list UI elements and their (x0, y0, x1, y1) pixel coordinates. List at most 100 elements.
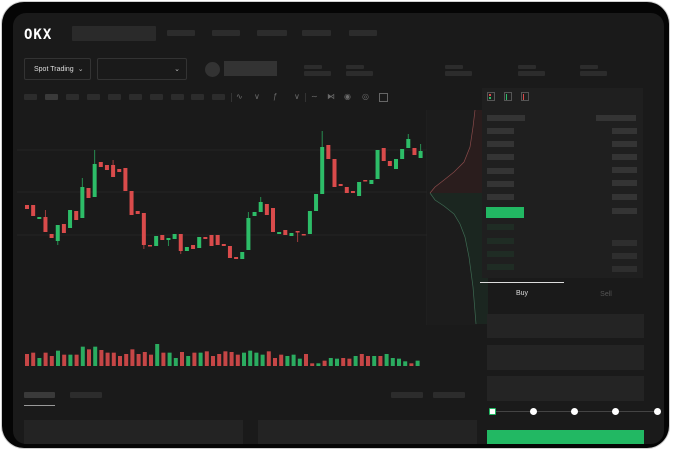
stat-value (346, 71, 373, 76)
amount-input[interactable] (487, 345, 644, 370)
candlestick-chart[interactable] (13, 13, 488, 366)
ask-amount (612, 154, 637, 160)
interval-button[interactable] (171, 94, 184, 100)
camera-icon[interactable]: ◉ (344, 92, 351, 101)
candle (344, 187, 349, 193)
orderbook-both-icon[interactable] (487, 92, 495, 101)
bottom-action[interactable] (433, 392, 465, 398)
volume-bar (378, 356, 383, 366)
interval-button-active[interactable] (45, 94, 58, 100)
search-input[interactable] (72, 26, 156, 41)
candle (172, 234, 177, 239)
pair-select-dropdown[interactable]: ⌄ (97, 58, 187, 80)
interval-button[interactable] (24, 94, 37, 100)
volume-bar (111, 352, 116, 366)
slider-stop[interactable] (653, 408, 661, 415)
last-price (486, 207, 524, 218)
candle (148, 245, 152, 247)
candle-body (154, 236, 159, 246)
chevron-down-icon[interactable]: ∨ (294, 92, 300, 101)
interval-button[interactable] (129, 94, 142, 100)
interval-button[interactable] (87, 94, 100, 100)
ask-amount (612, 128, 637, 134)
slider-stop[interactable] (571, 408, 578, 415)
tab-sell[interactable]: Sell (600, 291, 612, 298)
fx-icon[interactable]: ƒ (273, 92, 278, 101)
interval-button[interactable] (191, 94, 204, 100)
volume-bar (359, 354, 364, 366)
buy-button[interactable] (487, 430, 644, 444)
nav-item[interactable] (349, 30, 377, 36)
volume-bar (211, 356, 215, 366)
stat-label (346, 65, 364, 69)
stat-label (304, 65, 322, 69)
candle-body (418, 151, 423, 158)
indicator-icon[interactable]: ∨ (254, 92, 260, 101)
active-tab-underline (480, 282, 564, 283)
nav-item[interactable] (257, 30, 287, 36)
pair-name-placeholder (224, 61, 277, 76)
fullscreen-icon[interactable] (379, 93, 388, 102)
volume-bar (198, 352, 203, 366)
interval-button[interactable] (150, 94, 163, 100)
ruler-icon[interactable]: ⧑ (327, 92, 335, 101)
slider-stop[interactable] (529, 408, 537, 415)
candle (123, 168, 128, 191)
bottom-action[interactable] (391, 392, 423, 398)
nav-item[interactable] (212, 30, 240, 36)
nav-item[interactable] (302, 30, 331, 36)
volume-bar (155, 344, 160, 366)
candle-body (111, 165, 116, 177)
volume-bar (372, 356, 377, 366)
volume-bar (37, 358, 42, 366)
interval-button[interactable] (66, 94, 79, 100)
stat-value (518, 71, 545, 76)
candle-body (86, 188, 91, 198)
candle (258, 197, 263, 212)
candle (178, 234, 183, 254)
total-input[interactable] (487, 376, 644, 401)
slider-stop[interactable] (488, 408, 496, 415)
volume-bar (316, 363, 321, 366)
target-icon[interactable]: ◎ (362, 92, 369, 101)
slider-stop[interactable] (612, 408, 620, 415)
orderbook-bids-icon[interactable] (504, 92, 512, 101)
tab-order-history[interactable] (70, 392, 102, 398)
volume-bar (223, 351, 228, 366)
trading-mode-label: Spot Trading (34, 65, 74, 73)
trading-mode-dropdown[interactable]: Spot Trading ⌄ (24, 58, 91, 80)
tab-open-orders[interactable] (24, 392, 55, 398)
stat-label (445, 65, 463, 69)
amount-slider[interactable] (488, 406, 661, 416)
candle-body (215, 235, 220, 245)
okx-logo[interactable]: OKX (24, 26, 68, 42)
candle (369, 180, 374, 184)
interval-button[interactable] (108, 94, 121, 100)
volume-bar (322, 360, 327, 366)
candle (320, 131, 325, 194)
candle (264, 204, 269, 215)
interval-button[interactable] (212, 94, 225, 100)
candle (271, 208, 275, 232)
nav-item[interactable] (167, 30, 195, 36)
ask-price (487, 194, 514, 200)
candle-body (314, 194, 319, 211)
candle (141, 213, 146, 249)
candle (314, 194, 319, 211)
candle-body (283, 230, 288, 235)
tab-buy[interactable]: Buy (515, 290, 529, 297)
orderbook-asks-icon[interactable] (521, 92, 529, 101)
line-tool-icon[interactable]: ∼ (311, 92, 318, 101)
indicator-icon[interactable]: ∿ (236, 92, 243, 101)
ask-amount (612, 167, 637, 173)
ask-price (487, 154, 514, 160)
candle-body (227, 246, 232, 258)
bid-price (487, 238, 514, 244)
candle-body (394, 159, 398, 169)
candle-body (31, 205, 36, 216)
candle (375, 150, 380, 179)
price-input[interactable] (487, 314, 644, 338)
ask-price (487, 128, 514, 134)
candle-body (357, 182, 362, 196)
candle-body (203, 237, 208, 239)
